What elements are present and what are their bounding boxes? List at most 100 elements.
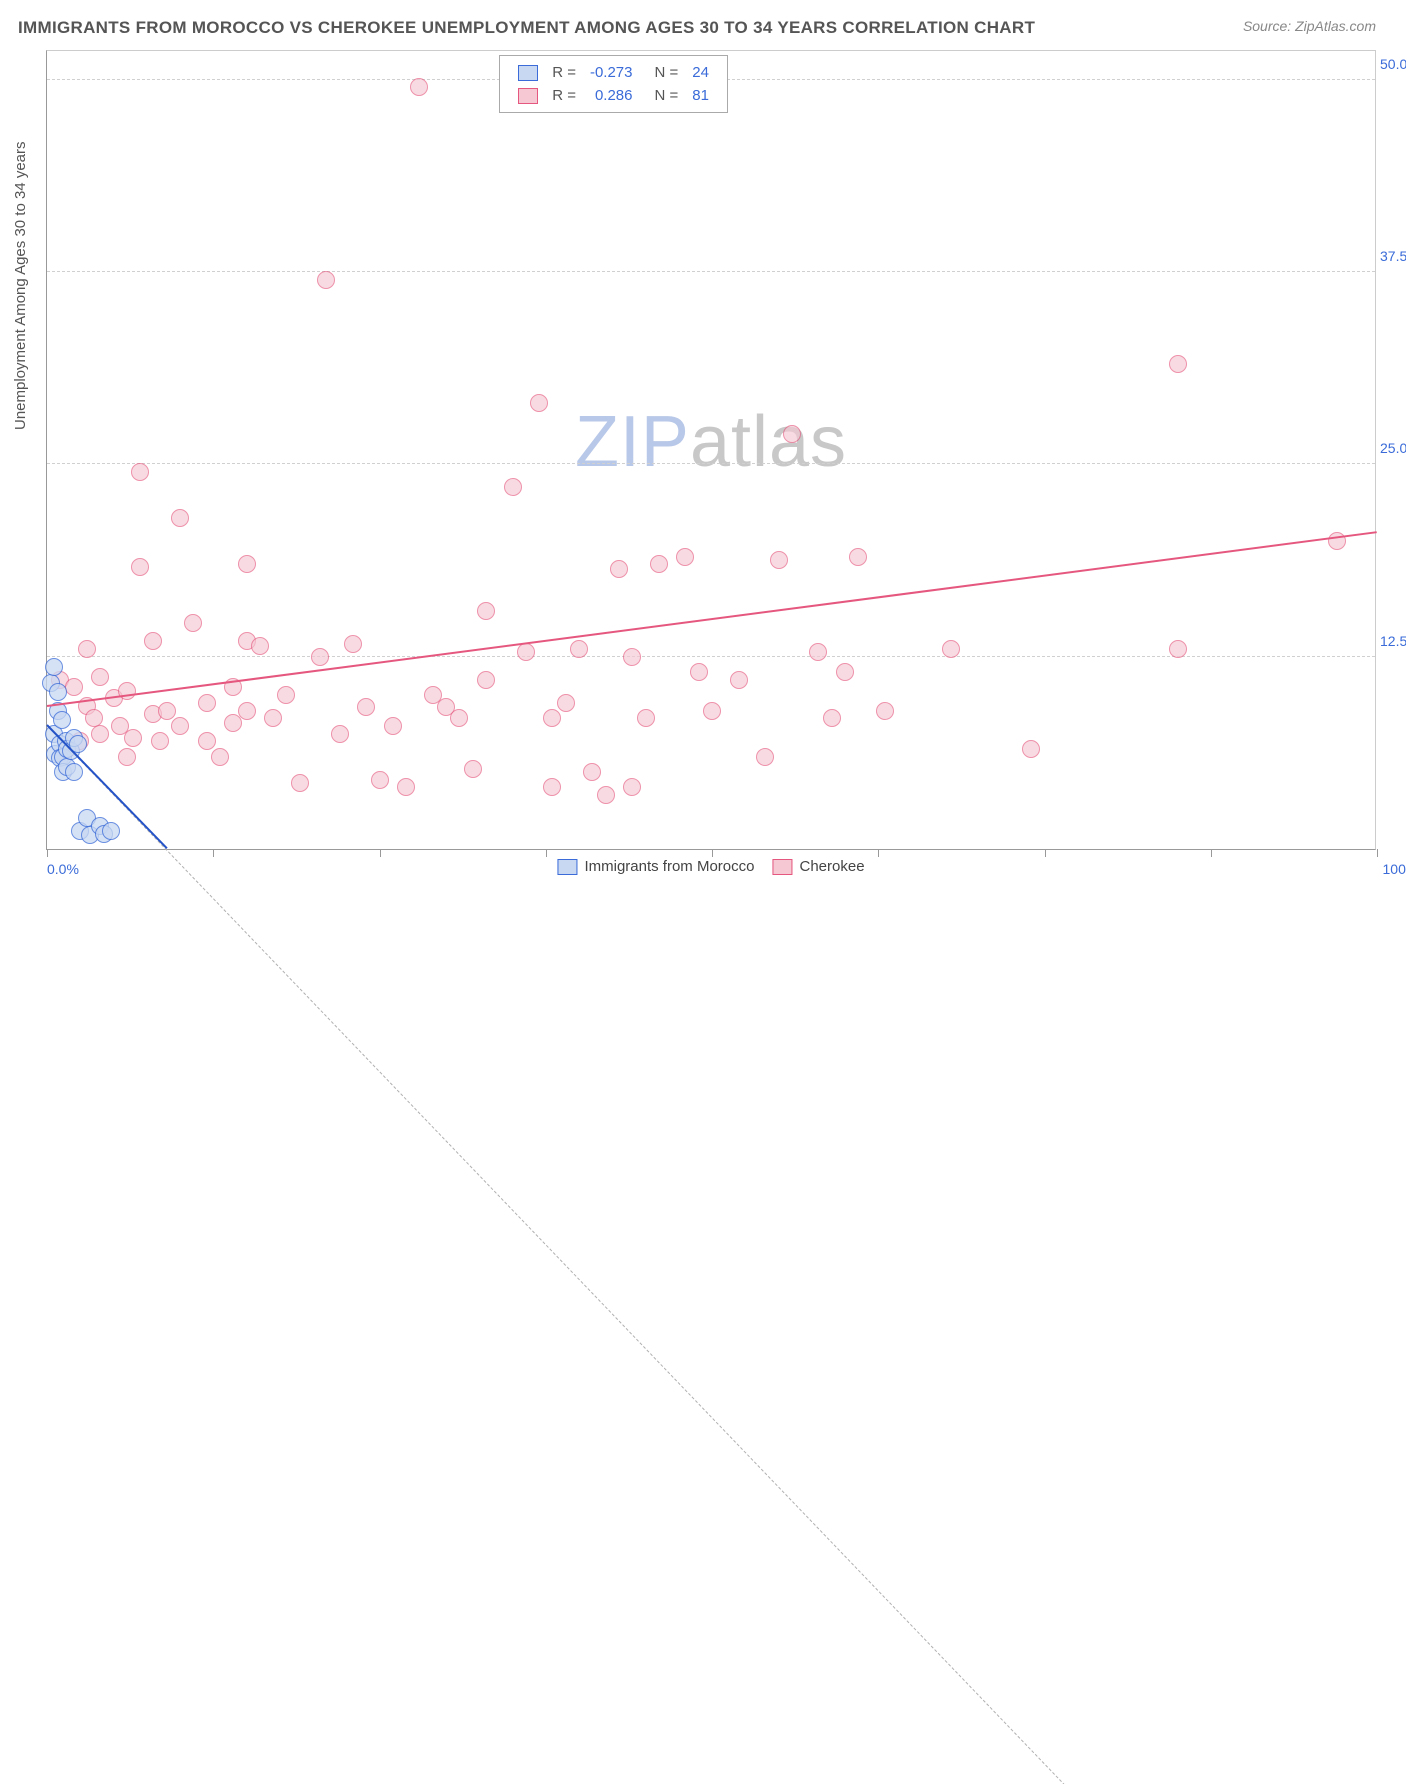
scatter-point-cherokee [450,709,468,727]
x-tick [546,849,547,857]
watermark-zip: ZIP [575,402,690,482]
scatter-point-cherokee [504,478,522,496]
scatter-point-morocco [65,763,83,781]
gridline [47,463,1375,464]
scatter-point-cherokee [623,778,641,796]
scatter-point-morocco [49,683,67,701]
legend-item-morocco: Immigrants from Morocco [557,858,754,875]
scatter-point-cherokee [171,509,189,527]
scatter-point-cherokee [836,663,854,681]
legend-n-label: N = [641,62,685,83]
scatter-point-cherokee [756,748,774,766]
scatter-point-cherokee [131,558,149,576]
y-tick-label: 37.5% [1380,248,1406,264]
scatter-point-cherokee [876,702,894,720]
scatter-point-cherokee [410,78,428,96]
scatter-point-cherokee [264,709,282,727]
scatter-point-cherokee [517,643,535,661]
scatter-point-cherokee [65,678,83,696]
scatter-point-cherokee [650,555,668,573]
source-attribution: Source: ZipAtlas.com [1243,18,1376,34]
scatter-point-cherokee [530,394,548,412]
scatter-point-cherokee [78,640,96,658]
scatter-point-cherokee [570,640,588,658]
scatter-plot-area: ZIPatlas 12.5%25.0%37.5%50.0%0.0%100.0%R… [46,50,1376,850]
scatter-point-cherokee [477,602,495,620]
scatter-point-cherokee [477,671,495,689]
scatter-point-cherokee [357,698,375,716]
trend-line-dashed [47,725,1378,1784]
legend-swatch-cherokee [518,88,538,104]
scatter-point-cherokee [384,717,402,735]
x-tick [213,849,214,857]
legend-swatch-morocco [518,65,538,81]
scatter-point-cherokee [464,760,482,778]
legend-r-label: R = [546,85,582,106]
legend-swatch-cherokee [773,859,793,875]
scatter-point-cherokee [676,548,694,566]
chart-title: IMMIGRANTS FROM MOROCCO VS CHEROKEE UNEM… [18,18,1035,38]
scatter-point-cherokee [131,463,149,481]
scatter-point-cherokee [331,725,349,743]
scatter-point-cherokee [91,668,109,686]
scatter-point-cherokee [770,551,788,569]
scatter-point-cherokee [397,778,415,796]
x-tick [878,849,879,857]
y-axis-label: Unemployment Among Ages 30 to 34 years [12,141,29,430]
legend-r-value: -0.273 [584,62,639,83]
scatter-point-cherokee [344,635,362,653]
y-tick-label: 12.5% [1380,633,1406,649]
x-tick [380,849,381,857]
scatter-point-cherokee [583,763,601,781]
y-tick-label: 50.0% [1380,56,1406,72]
watermark: ZIPatlas [575,401,847,483]
scatter-point-morocco [102,822,120,840]
legend-label: Cherokee [800,858,865,875]
legend-r-label: R = [546,62,582,83]
scatter-point-cherokee [1169,355,1187,373]
scatter-point-cherokee [171,717,189,735]
x-tick [1377,849,1378,857]
x-tick-label-min: 0.0% [47,861,79,877]
series-legend: Immigrants from Morocco Cherokee [557,858,864,875]
scatter-point-cherokee [184,614,202,632]
scatter-point-cherokee [124,729,142,747]
scatter-point-cherokee [144,632,162,650]
scatter-point-cherokee [597,786,615,804]
scatter-point-cherokee [623,648,641,666]
legend-item-cherokee: Cherokee [773,858,865,875]
x-tick [712,849,713,857]
correlation-legend: R =-0.273N =24R =0.286N =81 [499,55,728,113]
scatter-point-cherokee [151,732,169,750]
scatter-point-cherokee [610,560,628,578]
scatter-point-cherokee [317,271,335,289]
scatter-point-cherokee [238,555,256,573]
legend-n-label: N = [641,85,685,106]
scatter-point-cherokee [198,694,216,712]
x-tick-label-max: 100.0% [1383,861,1406,877]
scatter-point-cherokee [557,694,575,712]
x-tick [1211,849,1212,857]
scatter-point-cherokee [198,732,216,750]
scatter-point-cherokee [1169,640,1187,658]
scatter-point-cherokee [238,702,256,720]
scatter-point-cherokee [158,702,176,720]
scatter-point-cherokee [118,748,136,766]
scatter-point-morocco [45,658,63,676]
scatter-point-cherokee [211,748,229,766]
legend-n-value: 24 [686,62,715,83]
scatter-point-cherokee [690,663,708,681]
scatter-point-cherokee [543,778,561,796]
watermark-atlas: atlas [690,402,847,482]
x-tick [1045,849,1046,857]
x-tick [47,849,48,857]
scatter-point-morocco [53,711,71,729]
legend-n-value: 81 [686,85,715,106]
scatter-point-cherokee [849,548,867,566]
scatter-point-cherokee [251,637,269,655]
scatter-point-cherokee [277,686,295,704]
scatter-point-cherokee [637,709,655,727]
scatter-point-cherokee [783,425,801,443]
scatter-point-cherokee [823,709,841,727]
scatter-point-cherokee [291,774,309,792]
